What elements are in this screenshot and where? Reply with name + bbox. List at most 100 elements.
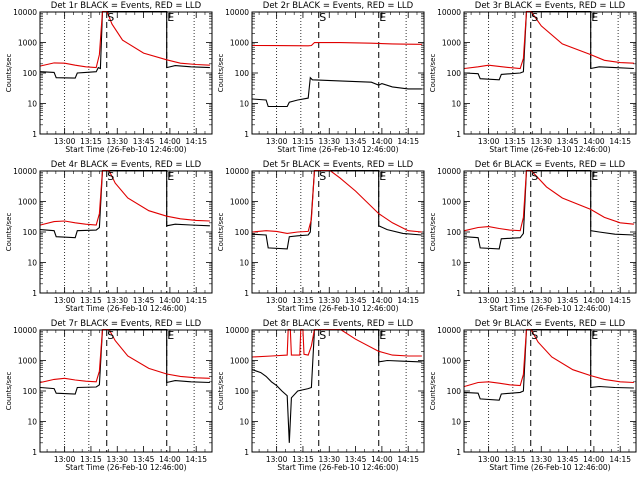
- y-tick-label: 10000: [437, 167, 461, 176]
- x-tick-label: 13:00: [266, 296, 288, 305]
- time-marker-s: S: [531, 329, 538, 342]
- y-tick-label: 100: [447, 69, 462, 78]
- x-tick-label: 14:00: [159, 296, 181, 305]
- panel-frame: [39, 329, 213, 453]
- panel-1: Det 1r BLACK = Events, RED = LLD Counts/s…: [5, 1, 213, 154]
- x-tick-label: 14:15: [397, 296, 419, 305]
- x-tick-label: 13:30: [106, 296, 128, 305]
- series-events-line: [252, 170, 422, 250]
- time-marker-e: E: [379, 11, 386, 24]
- time-marker-s: S: [107, 329, 114, 342]
- panel-9: Det 9r BLACK = Events, RED = LLD Counts/s…: [429, 319, 637, 472]
- x-tick-label: 14:15: [185, 455, 207, 464]
- x-tick-label: 14:00: [371, 137, 393, 146]
- panel-title: Det 7r BLACK = Events, RED = LLD: [51, 319, 202, 329]
- series-events-line: [252, 76, 422, 108]
- y-tick-label: 100: [235, 69, 250, 78]
- panel-title: Det 5r BLACK = Events, RED = LLD: [263, 160, 414, 170]
- panel-title: Det 6r BLACK = Events, RED = LLD: [475, 160, 626, 170]
- x-tick-label: 13:00: [54, 296, 76, 305]
- y-tick-label: 1000: [230, 39, 249, 48]
- time-marker-s: S: [107, 11, 114, 24]
- x-tick-label: 13:30: [530, 137, 552, 146]
- x-tick-label: 13:45: [557, 455, 579, 464]
- panel-frame: [251, 170, 425, 294]
- panel-ylabel: Counts/sec: [217, 213, 225, 252]
- x-tick-label: 14:00: [583, 137, 605, 146]
- panel-ylabel: Counts/sec: [217, 372, 225, 411]
- x-tick-label: 13:15: [80, 137, 102, 146]
- y-tick-label: 1: [456, 130, 461, 139]
- y-tick-label: 10: [451, 418, 461, 427]
- panel-ylabel: Counts/sec: [5, 54, 13, 93]
- x-tick-label: 14:15: [609, 137, 631, 146]
- panel-xlabel: Start Time (26-Feb-10 12:46:00): [489, 145, 610, 154]
- y-tick-label: 10: [239, 418, 249, 427]
- series-events-line: [464, 170, 634, 250]
- x-tick-label: 13:45: [557, 296, 579, 305]
- time-marker-s: S: [107, 170, 114, 183]
- x-tick-label: 13:30: [106, 455, 128, 464]
- x-tick-label: 13:45: [345, 455, 367, 464]
- series-lld-line: [40, 329, 210, 384]
- series-events-line: [40, 11, 210, 79]
- y-tick-label: 1: [32, 130, 37, 139]
- x-tick-label: 13:15: [292, 137, 314, 146]
- y-tick-label: 10000: [225, 8, 249, 17]
- x-tick-label: 13:45: [133, 455, 155, 464]
- x-tick-label: 14:00: [371, 296, 393, 305]
- x-tick-label: 13:30: [106, 137, 128, 146]
- x-tick-label: 13:30: [318, 296, 340, 305]
- y-tick-label: 10: [239, 100, 249, 109]
- time-marker-e: E: [167, 170, 174, 183]
- x-tick-label: 13:30: [318, 137, 340, 146]
- series-lld-line: [464, 11, 634, 70]
- panel-xlabel: Start Time (26-Feb-10 12:46:00): [65, 304, 186, 313]
- panel-frame: [39, 170, 213, 294]
- y-tick-label: 10000: [13, 8, 37, 17]
- y-tick-label: 100: [235, 228, 250, 237]
- x-tick-label: 13:00: [478, 137, 500, 146]
- x-tick-label: 13:30: [318, 455, 340, 464]
- series-lld-line: [464, 329, 634, 388]
- x-tick-label: 13:15: [504, 455, 526, 464]
- panel-title: Det 9r BLACK = Events, RED = LLD: [475, 319, 626, 329]
- y-tick-label: 100: [235, 387, 250, 396]
- y-tick-label: 1: [456, 448, 461, 457]
- y-tick-label: 10000: [225, 326, 249, 335]
- x-tick-label: 13:15: [80, 455, 102, 464]
- x-tick-label: 13:15: [80, 296, 102, 305]
- panel-title: Det 8r BLACK = Events, RED = LLD: [263, 319, 414, 329]
- panel-frame: [39, 11, 213, 135]
- time-marker-s: S: [319, 329, 326, 342]
- x-tick-label: 14:15: [397, 455, 419, 464]
- time-marker-s: S: [319, 170, 326, 183]
- time-marker-s: S: [319, 11, 326, 24]
- panel-ylabel: Counts/sec: [5, 372, 13, 411]
- x-tick-label: 14:15: [185, 137, 207, 146]
- y-tick-label: 1000: [18, 357, 37, 366]
- series-events-line: [464, 11, 634, 81]
- panel-frame: [251, 11, 425, 135]
- time-marker-s: S: [531, 11, 538, 24]
- panel-ylabel: Counts/sec: [429, 213, 437, 252]
- series-lld-line: [252, 41, 422, 47]
- y-tick-label: 1000: [442, 198, 461, 207]
- series-lld-line: [252, 170, 422, 234]
- x-tick-label: 13:30: [530, 296, 552, 305]
- y-tick-label: 100: [23, 228, 38, 237]
- y-tick-label: 1: [32, 289, 37, 298]
- y-tick-label: 1: [244, 448, 249, 457]
- x-tick-label: 13:00: [54, 455, 76, 464]
- panel-3: Det 3r BLACK = Events, RED = LLD Counts/s…: [429, 1, 637, 154]
- y-tick-label: 100: [447, 387, 462, 396]
- x-tick-label: 14:00: [371, 455, 393, 464]
- series-events-line: [40, 329, 210, 395]
- y-tick-label: 10: [451, 100, 461, 109]
- time-marker-e: E: [167, 11, 174, 24]
- panel-title: Det 3r BLACK = Events, RED = LLD: [475, 1, 626, 11]
- x-tick-label: 13:15: [292, 455, 314, 464]
- y-tick-label: 1000: [442, 39, 461, 48]
- y-tick-label: 1: [244, 289, 249, 298]
- x-tick-label: 13:15: [504, 296, 526, 305]
